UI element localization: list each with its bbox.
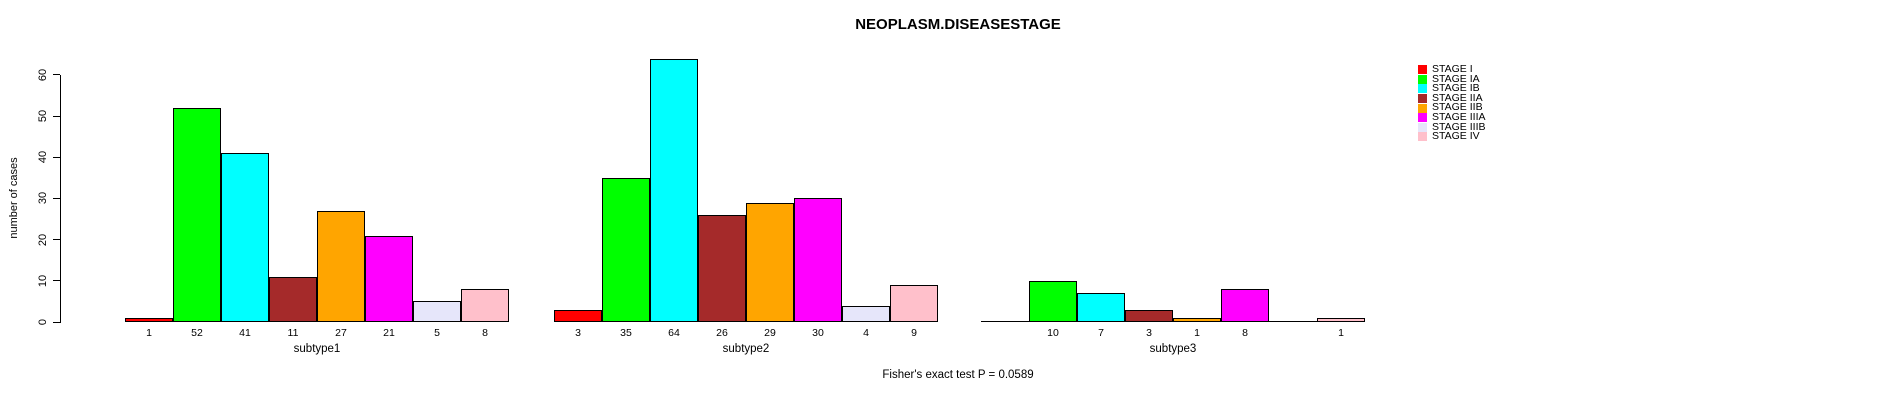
- legend: STAGE I STAGE IA STAGE IB STAGE IIA STAGE II…: [1418, 63, 1486, 143]
- legend-label: STAGE IB: [1432, 82, 1480, 95]
- bar-subtype3-stage-iia: [1125, 310, 1173, 322]
- bar-subtype2-stage-iib: [746, 203, 794, 322]
- bar-value-label: 3: [1146, 327, 1152, 339]
- bar-value-label: 52: [191, 327, 203, 339]
- y-tick-20: [53, 239, 60, 241]
- bar-value-label: 35: [620, 327, 632, 339]
- bar-group-subtype1: 1 52 41 11 27 21 5 8 subtype1: [125, 0, 509, 400]
- legend-label: STAGE IIIB: [1432, 120, 1486, 133]
- bar-value-label: 9: [911, 327, 917, 339]
- bar-value-label: 4: [863, 327, 869, 339]
- bar-subtype2-stage-ib: [650, 59, 698, 322]
- bar-subtype2-stage-iiia: [794, 198, 842, 322]
- bar-value-label: 30: [812, 327, 824, 339]
- bar-value-label: 3: [575, 327, 581, 339]
- bar-group-subtype3: 10 7 3 1 8 1 subtype3: [981, 0, 1365, 400]
- y-tick-30: [53, 197, 60, 199]
- bar-value-label: 1: [1194, 327, 1200, 339]
- group-label-subtype2: subtype2: [722, 343, 770, 355]
- legend-label: STAGE IIIA: [1432, 110, 1486, 123]
- group-label-subtype1: subtype1: [293, 343, 341, 355]
- bar-subtype3-stage-iv: [1317, 318, 1365, 322]
- legend-swatch: [1418, 84, 1427, 94]
- y-tick-label-30: 30: [37, 192, 49, 205]
- legend-row-stage-ia: STAGE IA: [1418, 72, 1485, 85]
- y-tick-0: [53, 321, 60, 323]
- bar-value-label: 27: [335, 327, 347, 339]
- legend-row-stage-i: STAGE I: [1418, 63, 1485, 75]
- chart-title: NEOPLASM.DISEASESTAGE: [855, 16, 1061, 33]
- bar-value-label: 7: [1098, 327, 1104, 339]
- y-tick-label-40: 40: [37, 151, 49, 164]
- y-tick-40: [53, 156, 60, 158]
- y-tick-50: [53, 115, 60, 117]
- bar-value-label: 64: [668, 327, 680, 339]
- legend-label: STAGE IIB: [1432, 101, 1483, 114]
- y-axis-line: [60, 75, 61, 323]
- bar-value-label: 11: [287, 327, 299, 339]
- bar-value-label: 1: [146, 327, 152, 339]
- bar-subtype3-stage-iib: [1173, 318, 1221, 322]
- legend-swatch: [1418, 65, 1427, 75]
- bar-subtype3-stage-ia: [1029, 281, 1077, 322]
- legend-swatch: [1418, 94, 1427, 104]
- bar-subtype2-stage-iia: [698, 215, 746, 322]
- bar-value-label: 5: [434, 327, 440, 339]
- legend-row-stage-iia: STAGE IIA: [1418, 91, 1485, 104]
- legend-label: STAGE I: [1432, 63, 1473, 75]
- y-tick-label-0: 0: [37, 318, 49, 326]
- bar-value-label: 26: [716, 327, 728, 339]
- y-tick-60: [53, 74, 60, 76]
- bar-value-label: 8: [482, 327, 488, 339]
- y-tick-label-20: 20: [37, 233, 49, 246]
- bar-subtype1-stage-iib: [317, 211, 365, 322]
- bar-value-label: 29: [764, 327, 776, 339]
- legend-row-stage-iiib: STAGE IIIB: [1418, 120, 1486, 133]
- bar-subtype2-stage-iv: [890, 285, 938, 322]
- bar-subtype1-stage-ia: [173, 108, 221, 322]
- bar-subtype1-stage-ib: [221, 153, 269, 322]
- group-label-subtype3: subtype3: [1149, 343, 1197, 355]
- legend-row-stage-iv: STAGE IV: [1418, 130, 1485, 143]
- legend-swatch: [1418, 103, 1427, 113]
- legend-swatch: [1418, 122, 1427, 132]
- bar-value-label: 21: [383, 327, 395, 339]
- bar-value-label: 10: [1047, 327, 1059, 339]
- y-tick-10: [53, 280, 60, 282]
- bar-subtype1-stage-iv: [461, 289, 509, 322]
- bar-subtype2-stage-ia: [602, 178, 650, 322]
- bar-subtype1-stage-iia: [269, 277, 317, 322]
- legend-label: STAGE IIA: [1432, 91, 1483, 104]
- bar-value-label: 1: [1338, 327, 1344, 339]
- bar-subtype1-stage-iiib: [413, 301, 461, 322]
- bar-value-label: 8: [1242, 327, 1248, 339]
- legend-row-stage-iiia: STAGE IIIA: [1418, 110, 1486, 123]
- bar-group-subtype2: 3 35 64 26 29 30 4 9 subtype2: [554, 0, 938, 400]
- bar-subtype1-stage-iiia: [365, 236, 413, 322]
- legend-swatch: [1418, 132, 1427, 142]
- bar-subtype2-stage-i: [554, 310, 602, 322]
- y-tick-label-60: 60: [37, 68, 49, 82]
- legend-row-stage-ib: STAGE IB: [1418, 82, 1485, 95]
- bar-subtype3-stage-iiia: [1221, 289, 1269, 322]
- legend-label: STAGE IV: [1432, 130, 1480, 143]
- fisher-test-annotation: Fisher's exact test P = 0.0589: [882, 369, 1034, 381]
- y-tick-label-50: 50: [37, 110, 49, 123]
- legend-swatch: [1418, 74, 1427, 84]
- bar-subtype1-stage-i: [125, 318, 173, 322]
- bar-subtype3-stage-ib: [1077, 293, 1125, 322]
- legend-swatch: [1418, 113, 1427, 123]
- legend-row-stage-iib: STAGE IIB: [1418, 101, 1485, 114]
- bar-value-label: 41: [239, 327, 251, 339]
- legend-label: STAGE IA: [1432, 72, 1480, 85]
- y-tick-label-10: 10: [37, 274, 49, 287]
- bar-subtype2-stage-iiib: [842, 306, 890, 322]
- y-axis-title: number of cases: [8, 157, 20, 239]
